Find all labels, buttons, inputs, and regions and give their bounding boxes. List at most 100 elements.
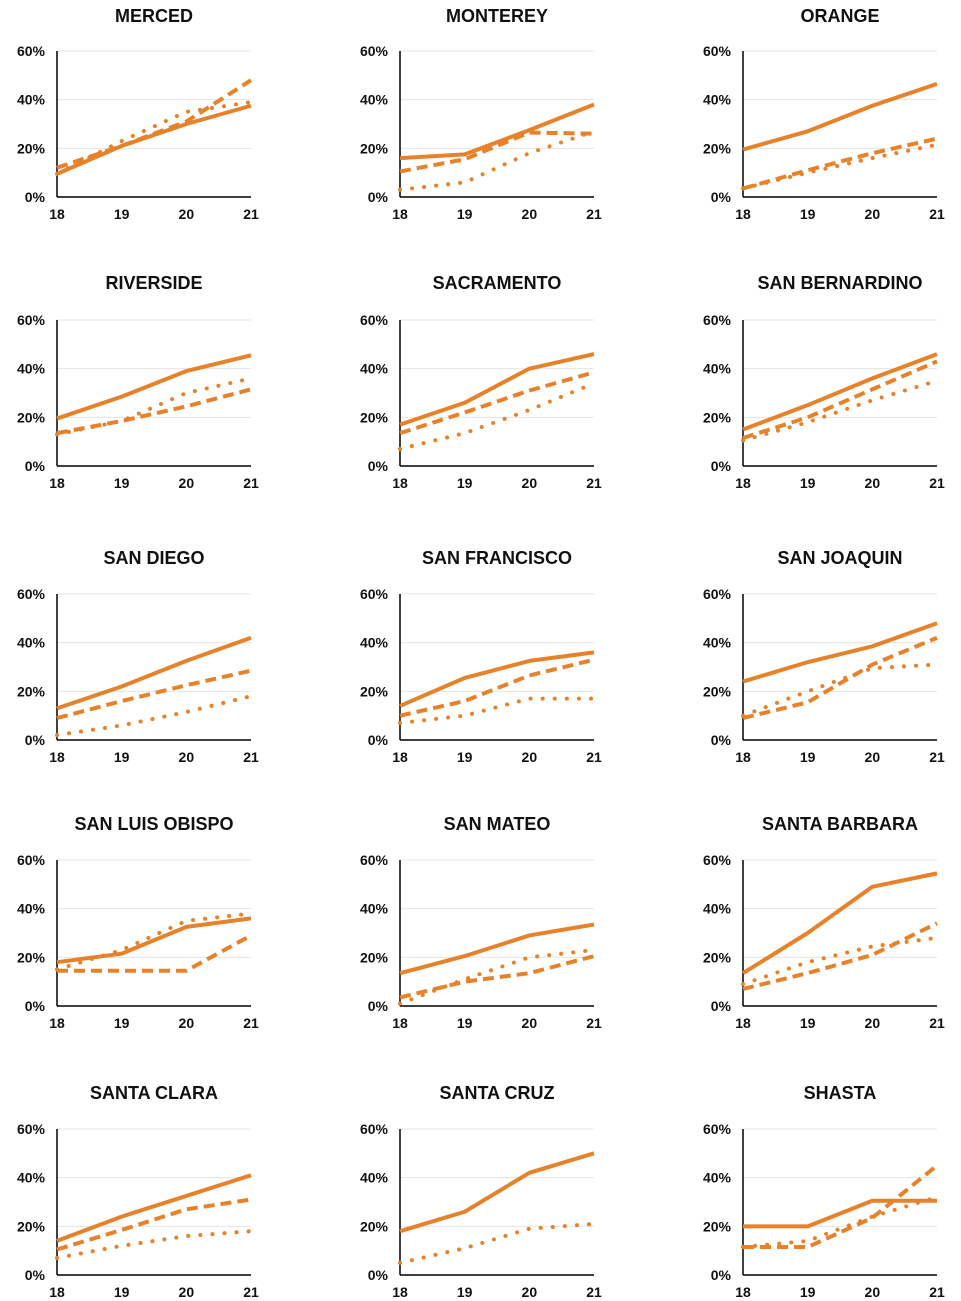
series-line-dashed	[743, 1163, 939, 1250]
series-line-solid	[742, 352, 938, 432]
x-tick-label: 20	[179, 475, 195, 491]
x-tick-label: 20	[522, 475, 538, 491]
series-line-solid	[56, 916, 252, 965]
x-tick-label: 18	[392, 475, 408, 491]
x-tick-label: 18	[49, 475, 65, 491]
y-tick-label: 20%	[360, 140, 389, 156]
y-tick-label: 20%	[703, 140, 732, 156]
series-line-dotted	[55, 100, 253, 176]
series-line-dotted	[741, 1195, 939, 1250]
x-tick-label: 20	[865, 1284, 881, 1300]
y-tick-label: 60%	[360, 852, 389, 868]
y-tick-label: 20%	[17, 683, 46, 699]
x-tick-label: 21	[243, 475, 259, 491]
y-tick-label: 0%	[368, 1267, 389, 1283]
y-tick-label: 0%	[25, 189, 46, 205]
y-tick-label: 20%	[17, 1218, 46, 1234]
chart-title: MONTEREY	[445, 6, 548, 26]
x-tick-label: 20	[522, 1015, 538, 1031]
series-line-dotted	[398, 129, 596, 192]
x-tick-label: 21	[243, 749, 259, 765]
y-tick-label: 40%	[703, 1170, 732, 1186]
series-line-dotted	[55, 694, 253, 738]
x-tick-label: 20	[522, 749, 538, 765]
y-tick-label: 20%	[360, 949, 389, 965]
y-tick-label: 40%	[360, 901, 389, 917]
y-tick-label: 0%	[368, 998, 389, 1014]
x-tick-label: 21	[586, 1015, 602, 1031]
x-tick-label: 21	[929, 1284, 945, 1300]
y-tick-label: 0%	[368, 189, 389, 205]
x-tick-label: 20	[865, 749, 881, 765]
chart-title: SAN LUIS OBISPO	[74, 814, 234, 834]
y-tick-label: 20%	[703, 683, 732, 699]
series-line-dashed	[399, 370, 595, 436]
y-tick-label: 40%	[17, 92, 46, 108]
series-line-dotted	[741, 662, 939, 718]
series-line-dashed	[742, 359, 938, 440]
series-line-solid	[56, 353, 252, 421]
chart-title: SAN JOAQUIN	[777, 548, 903, 568]
y-tick-label: 60%	[17, 312, 46, 328]
x-tick-label: 20	[522, 206, 538, 222]
series-line-solid	[399, 102, 595, 161]
x-tick-label: 18	[392, 1284, 408, 1300]
y-tick-label: 40%	[360, 635, 389, 651]
x-tick-label: 20	[865, 206, 881, 222]
chart-title: SAN BERNARDINO	[757, 273, 923, 293]
chart-title: SAN DIEGO	[103, 548, 205, 568]
x-tick-label: 21	[929, 206, 945, 222]
x-tick-label: 18	[392, 206, 408, 222]
y-tick-label: 60%	[17, 852, 46, 868]
y-tick-label: 60%	[703, 43, 732, 59]
y-tick-label: 60%	[360, 43, 389, 59]
x-tick-label: 20	[522, 1284, 538, 1300]
x-tick-label: 18	[735, 475, 751, 491]
x-tick-label: 19	[800, 749, 816, 765]
x-tick-label: 18	[49, 1015, 65, 1031]
series-line-dotted	[55, 911, 253, 972]
x-tick-label: 20	[179, 749, 195, 765]
x-tick-label: 19	[800, 1015, 816, 1031]
series-line-dotted	[741, 378, 939, 443]
chart-title: SANTA CLARA	[90, 1083, 218, 1103]
y-tick-label: 0%	[711, 1267, 732, 1283]
x-tick-label: 19	[114, 749, 130, 765]
y-tick-label: 0%	[711, 458, 732, 474]
y-tick-label: 60%	[17, 43, 46, 59]
x-tick-label: 21	[929, 749, 945, 765]
x-tick-label: 18	[49, 1284, 65, 1300]
chart-title: MERCED	[114, 6, 193, 26]
y-tick-label: 0%	[25, 998, 46, 1014]
y-tick-label: 20%	[17, 409, 46, 425]
y-tick-label: 0%	[25, 1267, 46, 1283]
x-tick-label: 21	[586, 1284, 602, 1300]
chart-title: SAN MATEO	[443, 814, 551, 834]
y-tick-label: 0%	[25, 732, 46, 748]
x-tick-label: 18	[735, 1284, 751, 1300]
x-tick-label: 19	[457, 1015, 473, 1031]
y-tick-label: 60%	[703, 852, 732, 868]
series-line-solid	[399, 650, 595, 708]
series-line-dotted	[55, 1229, 253, 1260]
chart-title: SHASTA	[803, 1083, 877, 1103]
y-tick-label: 20%	[17, 949, 46, 965]
y-tick-label: 40%	[703, 92, 732, 108]
series-line-solid	[399, 352, 595, 427]
y-tick-label: 20%	[360, 683, 389, 699]
x-tick-label: 21	[929, 475, 945, 491]
x-tick-label: 21	[243, 206, 259, 222]
x-tick-label: 21	[586, 749, 602, 765]
chart-title: RIVERSIDE	[105, 273, 203, 293]
x-tick-label: 19	[114, 1015, 130, 1031]
